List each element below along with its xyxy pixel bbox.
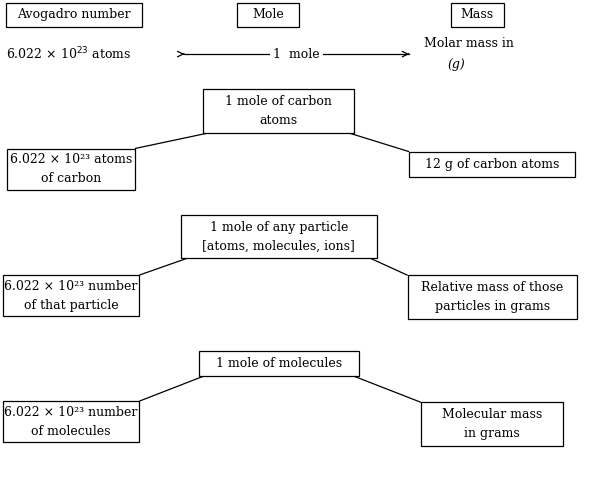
FancyBboxPatch shape xyxy=(203,89,354,133)
FancyBboxPatch shape xyxy=(409,152,575,177)
Text: Mole: Mole xyxy=(253,9,284,21)
FancyBboxPatch shape xyxy=(237,3,299,27)
FancyBboxPatch shape xyxy=(408,275,576,319)
Text: 1  mole: 1 mole xyxy=(273,48,320,60)
Text: 12 g of carbon atoms: 12 g of carbon atoms xyxy=(425,158,559,170)
FancyBboxPatch shape xyxy=(6,3,142,27)
Text: 1 mole of any particle
[atoms, molecules, ions]: 1 mole of any particle [atoms, molecules… xyxy=(202,221,355,253)
Text: Molecular mass
in grams: Molecular mass in grams xyxy=(442,408,543,440)
FancyBboxPatch shape xyxy=(3,275,139,316)
Text: Molar mass in: Molar mass in xyxy=(424,37,514,50)
Text: (g): (g) xyxy=(448,58,466,71)
Text: Avogadro number: Avogadro number xyxy=(17,9,131,21)
FancyBboxPatch shape xyxy=(7,148,135,189)
FancyBboxPatch shape xyxy=(451,3,504,27)
FancyBboxPatch shape xyxy=(421,402,563,446)
FancyBboxPatch shape xyxy=(199,351,359,376)
Text: 6.022 × 10²³ number
of molecules: 6.022 × 10²³ number of molecules xyxy=(5,406,138,438)
Text: 6.022 $\times$ 10$^{23}$ atoms: 6.022 $\times$ 10$^{23}$ atoms xyxy=(6,46,131,62)
Text: 6.022 × 10²³ number
of that particle: 6.022 × 10²³ number of that particle xyxy=(5,280,138,312)
Text: 1 mole of molecules: 1 mole of molecules xyxy=(216,357,342,369)
Text: Relative mass of those
particles in grams: Relative mass of those particles in gram… xyxy=(421,281,563,313)
Text: 1 mole of carbon
atoms: 1 mole of carbon atoms xyxy=(225,95,332,127)
FancyBboxPatch shape xyxy=(3,401,139,442)
Text: 6.022 × 10²³ atoms
of carbon: 6.022 × 10²³ atoms of carbon xyxy=(10,153,132,185)
FancyBboxPatch shape xyxy=(181,215,377,258)
Text: Mass: Mass xyxy=(461,9,494,21)
